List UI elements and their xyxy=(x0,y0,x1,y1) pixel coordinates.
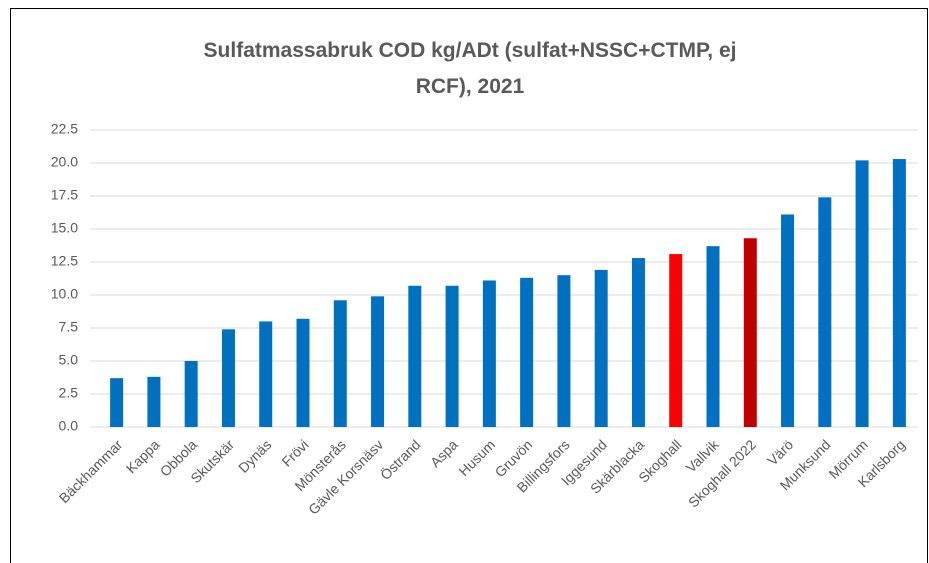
y-tick-label: 7.5 xyxy=(59,319,79,335)
bar xyxy=(631,258,645,427)
bar xyxy=(482,280,496,427)
bar xyxy=(221,329,235,427)
x-tick-label: Husum xyxy=(455,436,498,479)
bar xyxy=(557,275,571,427)
chart-border xyxy=(10,8,928,563)
bar xyxy=(371,296,385,427)
bar xyxy=(520,277,534,427)
x-tick-label: Aspa xyxy=(427,436,461,470)
bar xyxy=(259,321,273,427)
bar xyxy=(184,361,198,427)
y-tick-label: 0.0 xyxy=(59,418,79,434)
bar xyxy=(855,160,869,428)
y-tick-label: 22.5 xyxy=(51,121,78,137)
y-tick-label: 5.0 xyxy=(59,352,79,368)
bar xyxy=(743,238,757,427)
bar xyxy=(892,159,906,428)
bar xyxy=(781,214,795,427)
chart-title: Sulfatmassabruk COD kg/ADt (sulfat+NSSC+… xyxy=(203,39,737,98)
bar xyxy=(594,269,608,427)
y-tick-label: 10.0 xyxy=(51,286,78,302)
bar xyxy=(818,197,832,427)
y-tick-label: 2.5 xyxy=(59,385,79,401)
x-tick-label: Värö xyxy=(764,436,796,468)
x-tick-label: Kappa xyxy=(123,436,163,476)
x-tick-label: Frövi xyxy=(278,436,311,469)
bar xyxy=(445,285,459,427)
x-tick-label: Östrand xyxy=(376,436,423,483)
y-tick-label: 17.5 xyxy=(51,187,78,203)
bar xyxy=(669,254,683,427)
y-tick-label: 15.0 xyxy=(51,220,78,236)
bar xyxy=(408,285,422,427)
bar xyxy=(333,300,347,427)
y-tick-label: 20.0 xyxy=(51,154,78,170)
bar xyxy=(110,378,124,427)
bar xyxy=(147,376,161,427)
x-tick-label: Dynäs xyxy=(235,436,274,475)
bar xyxy=(706,246,720,427)
y-tick-label: 12.5 xyxy=(51,253,78,269)
x-tick-label: Bäckhammar xyxy=(56,436,126,506)
bar xyxy=(296,318,310,427)
